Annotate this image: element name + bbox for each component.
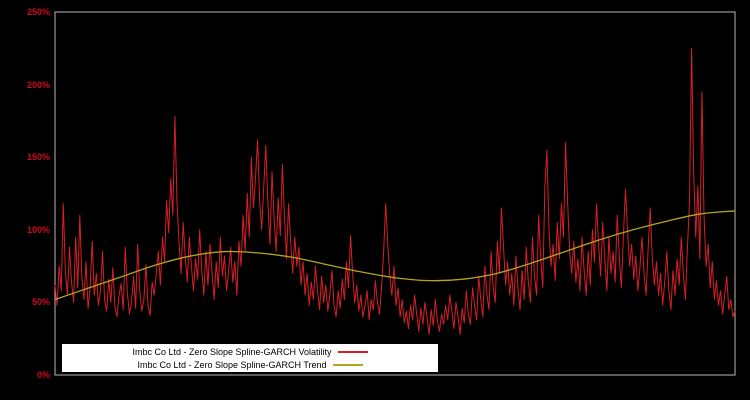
legend-line-sample-volatility <box>337 350 368 353</box>
legend-label-volatility: Imbc Co Ltd - Zero Slope Spline-GARCH Vo… <box>132 346 332 357</box>
legend-line-sample-trend <box>332 363 363 366</box>
trend-series-line <box>54 210 736 301</box>
y-axis-tick-label: 50% <box>31 297 50 308</box>
legend-item-volatility: Imbc Co Ltd - Zero Slope Spline-GARCH Vo… <box>62 345 438 358</box>
y-axis-tick-label: 100% <box>26 224 50 235</box>
y-axis-tick-label: 250% <box>26 7 50 17</box>
legend: Imbc Co Ltd - Zero Slope Spline-GARCH Vo… <box>62 344 438 372</box>
volatility-series-line <box>54 47 736 335</box>
y-axis-tick-label: 150% <box>26 152 50 163</box>
y-axis-tick-label: 200% <box>26 79 50 90</box>
y-axis: 0% 50% 100% 150% 200% 250% <box>0 0 52 400</box>
legend-label-trend: Imbc Co Ltd - Zero Slope Spline-GARCH Tr… <box>137 359 327 370</box>
legend-item-trend: Imbc Co Ltd - Zero Slope Spline-GARCH Tr… <box>62 358 438 371</box>
y-axis-tick-label: 0% <box>36 370 50 380</box>
plot-frame <box>54 11 736 376</box>
